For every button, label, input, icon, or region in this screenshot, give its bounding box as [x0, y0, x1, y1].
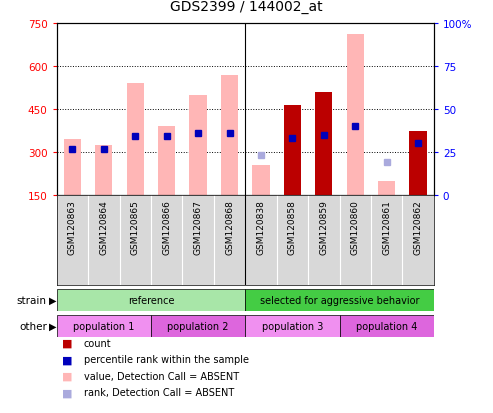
Bar: [315, 93, 332, 195]
Bar: [284, 105, 301, 195]
Bar: [410, 131, 427, 195]
Text: GSM120867: GSM120867: [194, 200, 203, 255]
Text: ▶: ▶: [49, 321, 57, 331]
Bar: [340, 315, 434, 337]
Text: count: count: [84, 338, 111, 348]
Text: GSM120861: GSM120861: [382, 200, 391, 255]
Bar: [378, 181, 395, 195]
Text: GSM120862: GSM120862: [414, 200, 423, 255]
Bar: [127, 84, 144, 195]
Text: strain: strain: [17, 295, 47, 305]
Text: GSM120858: GSM120858: [288, 200, 297, 255]
Text: ■: ■: [62, 338, 72, 348]
Text: GSM120860: GSM120860: [351, 200, 360, 255]
Bar: [57, 315, 151, 337]
Bar: [252, 166, 270, 195]
Bar: [64, 140, 81, 195]
Bar: [57, 289, 245, 311]
Text: GSM120863: GSM120863: [68, 200, 77, 255]
Text: GSM120864: GSM120864: [99, 200, 108, 255]
Text: reference: reference: [128, 295, 174, 305]
Bar: [245, 289, 434, 311]
Text: population 2: population 2: [168, 321, 229, 331]
Text: population 1: population 1: [73, 321, 135, 331]
Text: population 4: population 4: [356, 321, 418, 331]
Text: percentile rank within the sample: percentile rank within the sample: [84, 355, 249, 365]
Bar: [151, 315, 245, 337]
Text: GDS2399 / 144002_at: GDS2399 / 144002_at: [170, 0, 323, 14]
Text: population 3: population 3: [262, 321, 323, 331]
Bar: [315, 93, 332, 195]
Bar: [189, 95, 207, 195]
Text: ■: ■: [62, 371, 72, 381]
Text: ▶: ▶: [49, 295, 57, 305]
Bar: [95, 145, 112, 195]
Text: value, Detection Call = ABSENT: value, Detection Call = ABSENT: [84, 371, 239, 381]
Text: GSM120865: GSM120865: [131, 200, 140, 255]
Text: GSM120838: GSM120838: [256, 200, 266, 255]
Text: selected for aggressive behavior: selected for aggressive behavior: [260, 295, 420, 305]
Bar: [284, 105, 301, 195]
Bar: [410, 131, 427, 195]
Text: GSM120859: GSM120859: [319, 200, 328, 255]
Bar: [245, 315, 340, 337]
Text: ■: ■: [62, 387, 72, 398]
Text: other: other: [19, 321, 47, 331]
Text: rank, Detection Call = ABSENT: rank, Detection Call = ABSENT: [84, 387, 234, 398]
Bar: [221, 76, 238, 195]
Text: ■: ■: [62, 355, 72, 365]
Bar: [158, 127, 176, 195]
Bar: [347, 36, 364, 195]
Text: GSM120868: GSM120868: [225, 200, 234, 255]
Text: GSM120866: GSM120866: [162, 200, 171, 255]
